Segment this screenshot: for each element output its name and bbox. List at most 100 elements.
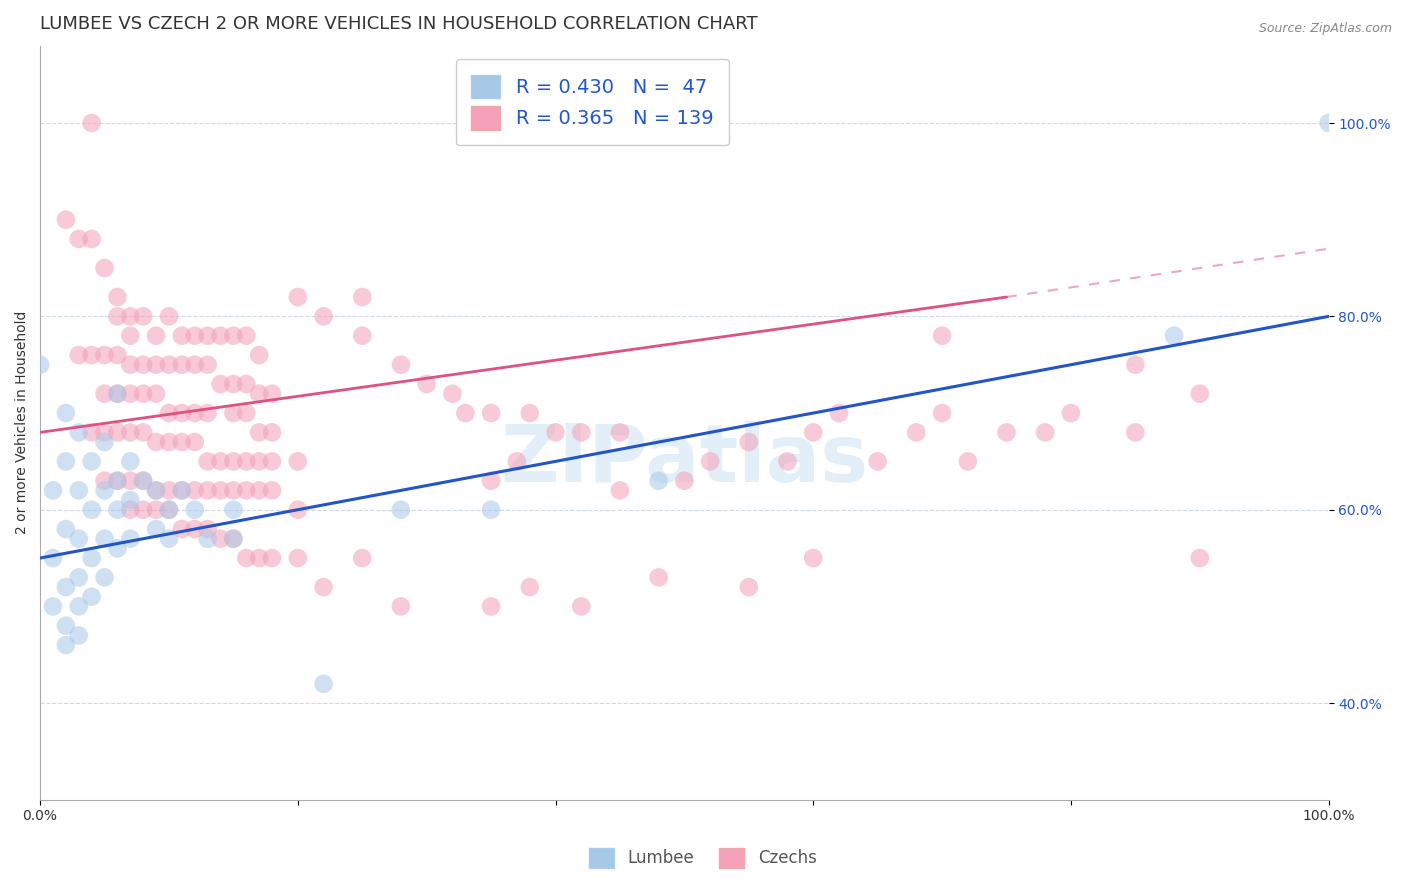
Point — [389, 599, 412, 614]
Point — [170, 483, 193, 498]
Point — [776, 454, 799, 468]
Point — [93, 570, 115, 584]
Point — [93, 483, 115, 498]
Point — [145, 435, 167, 450]
Point — [609, 425, 631, 440]
Point — [441, 386, 464, 401]
Point — [197, 358, 219, 372]
Point — [120, 358, 142, 372]
Point — [479, 474, 502, 488]
Point — [1125, 425, 1147, 440]
Point — [352, 290, 374, 304]
Point — [260, 386, 283, 401]
Point — [197, 406, 219, 420]
Point — [352, 328, 374, 343]
Point — [145, 328, 167, 343]
Point — [120, 386, 142, 401]
Point — [145, 522, 167, 536]
Point — [55, 454, 77, 468]
Point — [506, 454, 529, 468]
Point — [170, 406, 193, 420]
Text: ZIPatlas: ZIPatlas — [501, 421, 869, 500]
Point — [569, 425, 592, 440]
Point — [132, 502, 155, 516]
Point — [184, 502, 207, 516]
Point — [132, 474, 155, 488]
Point — [647, 570, 669, 584]
Point — [107, 348, 129, 362]
Point — [931, 406, 953, 420]
Point — [222, 483, 245, 498]
Point — [80, 551, 103, 566]
Point — [93, 435, 115, 450]
Point — [120, 532, 142, 546]
Point — [93, 386, 115, 401]
Point — [197, 483, 219, 498]
Y-axis label: 2 or more Vehicles in Household: 2 or more Vehicles in Household — [15, 311, 30, 534]
Point — [67, 599, 90, 614]
Point — [1163, 328, 1185, 343]
Point — [647, 474, 669, 488]
Point — [247, 551, 270, 566]
Point — [170, 435, 193, 450]
Point — [235, 483, 257, 498]
Point — [170, 358, 193, 372]
Point — [55, 522, 77, 536]
Point — [209, 377, 232, 392]
Point — [157, 435, 180, 450]
Point — [145, 502, 167, 516]
Point — [170, 483, 193, 498]
Text: Source: ZipAtlas.com: Source: ZipAtlas.com — [1258, 22, 1392, 36]
Point — [287, 551, 309, 566]
Point — [235, 377, 257, 392]
Point — [1317, 116, 1340, 130]
Point — [67, 483, 90, 498]
Point — [479, 406, 502, 420]
Point — [738, 435, 761, 450]
Point — [544, 425, 567, 440]
Point — [415, 377, 437, 392]
Point — [184, 328, 207, 343]
Text: LUMBEE VS CZECH 2 OR MORE VEHICLES IN HOUSEHOLD CORRELATION CHART: LUMBEE VS CZECH 2 OR MORE VEHICLES IN HO… — [41, 15, 758, 33]
Point — [956, 454, 979, 468]
Point — [519, 580, 541, 594]
Point — [145, 483, 167, 498]
Point — [157, 310, 180, 324]
Point — [80, 425, 103, 440]
Point — [157, 532, 180, 546]
Point — [235, 454, 257, 468]
Point — [132, 310, 155, 324]
Point — [209, 328, 232, 343]
Point — [55, 618, 77, 632]
Point — [157, 502, 180, 516]
Point — [905, 425, 928, 440]
Point — [247, 425, 270, 440]
Point — [389, 502, 412, 516]
Point — [1188, 386, 1211, 401]
Point — [67, 532, 90, 546]
Point — [287, 290, 309, 304]
Point — [120, 310, 142, 324]
Point — [247, 348, 270, 362]
Point — [866, 454, 889, 468]
Point — [222, 406, 245, 420]
Point — [132, 358, 155, 372]
Point — [120, 474, 142, 488]
Legend: Lumbee, Czechs: Lumbee, Czechs — [582, 841, 824, 875]
Point — [1125, 358, 1147, 372]
Point — [107, 386, 129, 401]
Point — [235, 551, 257, 566]
Point — [222, 502, 245, 516]
Point — [995, 425, 1018, 440]
Point — [67, 628, 90, 642]
Point — [519, 406, 541, 420]
Point — [42, 599, 65, 614]
Point — [157, 406, 180, 420]
Point — [197, 532, 219, 546]
Point — [55, 638, 77, 652]
Point — [80, 116, 103, 130]
Point — [120, 454, 142, 468]
Point — [699, 454, 721, 468]
Point — [107, 502, 129, 516]
Point — [67, 232, 90, 246]
